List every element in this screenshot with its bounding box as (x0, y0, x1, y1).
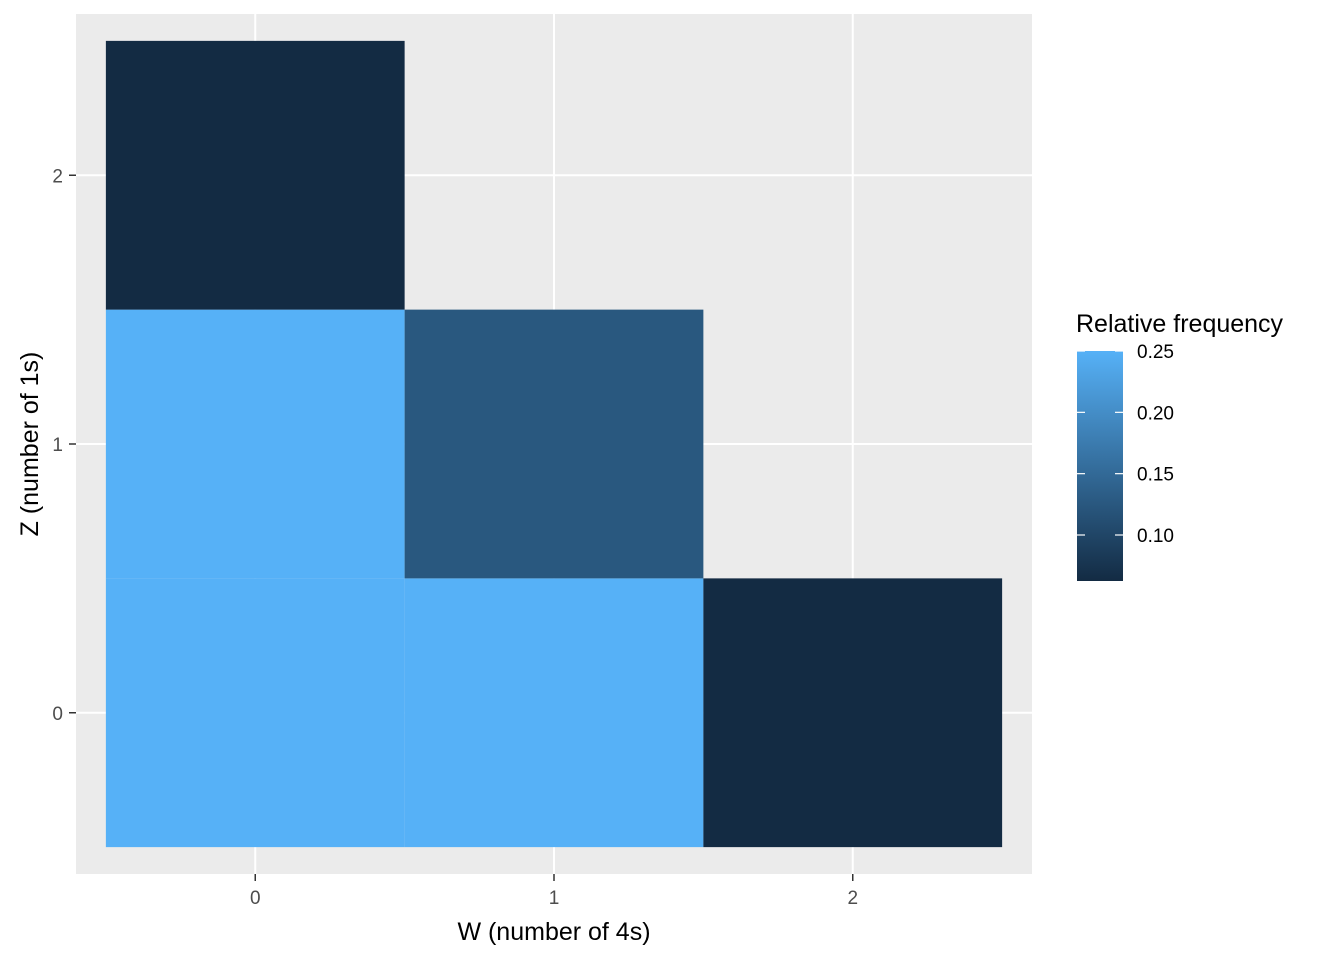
y-tick-label: 1 (52, 435, 63, 456)
legend-tick-label: 0.20 (1137, 403, 1174, 424)
heatmap-cell (105, 40, 405, 310)
x-tick-label: 0 (250, 888, 261, 909)
legend-tick-label: 0.25 (1137, 342, 1174, 363)
heatmap-cells (105, 40, 1003, 848)
legend-tick-label: 0.15 (1137, 465, 1174, 486)
color-legend: Relative frequency 0.25 0.20 0.15 0.10 (1076, 310, 1284, 581)
x-axis-title: W (number of 4s) (457, 918, 650, 946)
x-axis-ticks: 0 1 2 (250, 874, 858, 909)
y-axis-title: Z (number of 1s) (16, 352, 44, 537)
heatmap-cell (404, 309, 704, 579)
legend-tick-label: 0.10 (1137, 526, 1174, 547)
x-tick-label: 2 (847, 888, 858, 909)
legend-colorbar (1077, 351, 1123, 581)
legend-title: Relative frequency (1076, 310, 1284, 338)
heatmap-cell (105, 309, 405, 579)
heatmap-cell (105, 578, 405, 848)
y-tick-label: 2 (52, 166, 63, 187)
y-axis-ticks: 0 1 2 (52, 166, 76, 725)
y-tick-label: 0 (52, 704, 63, 725)
x-tick-label: 1 (549, 888, 560, 909)
legend-ticks: 0.25 0.20 0.15 0.10 (1077, 342, 1174, 547)
heatmap-cell (404, 578, 704, 848)
heatmap-cell (703, 578, 1003, 848)
